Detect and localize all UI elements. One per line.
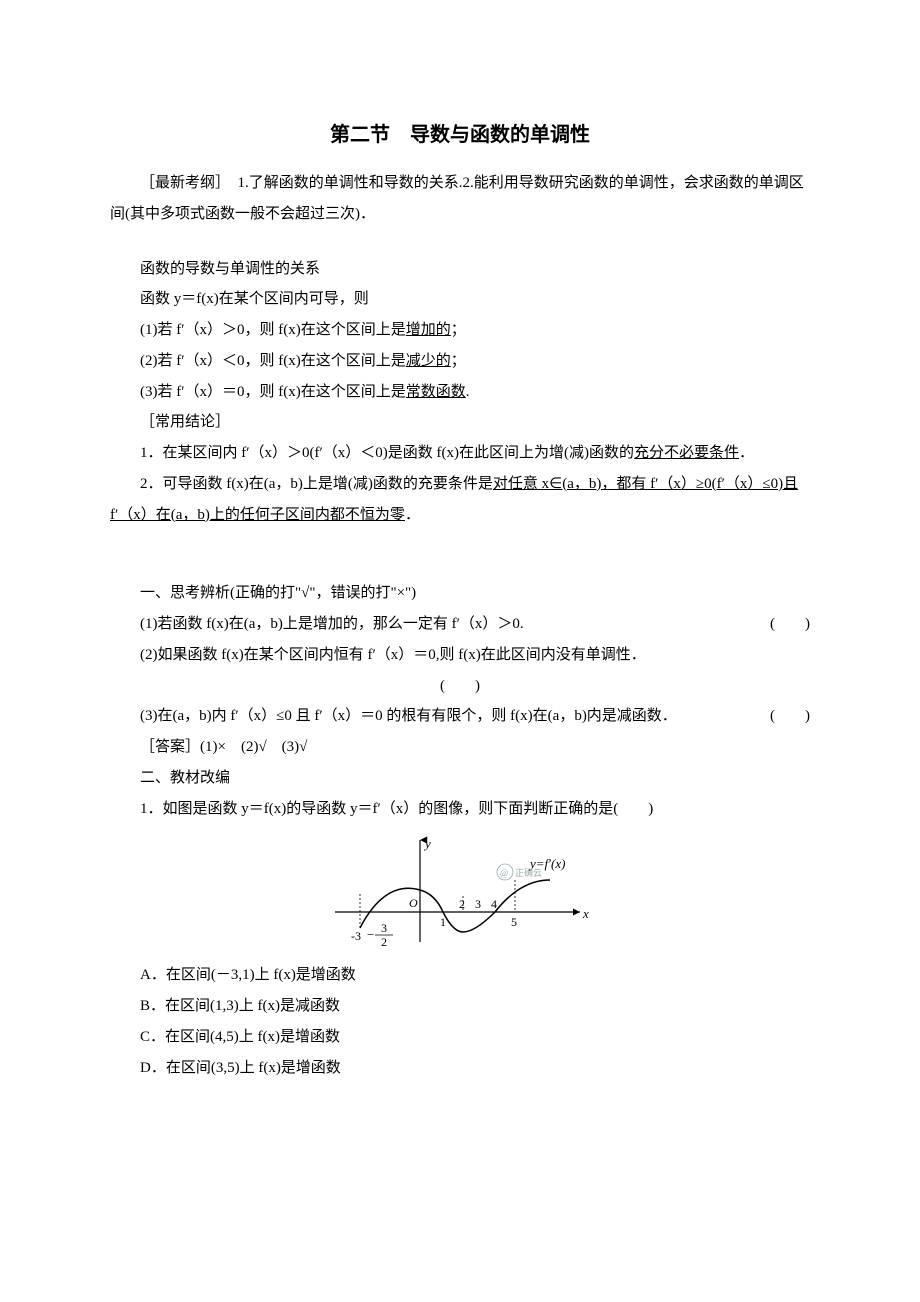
text: ． bbox=[739, 445, 754, 461]
tf-q3: (3)在(a，b)内 f′（x）≤0 且 f′（x）＝0 的根有有限个，则 f(… bbox=[110, 701, 810, 732]
underlined-text: 常数函数 bbox=[406, 384, 466, 400]
text: ； bbox=[451, 322, 466, 338]
conclusions-heading: ［常用结论］ bbox=[110, 407, 810, 438]
textbook-heading: 二、教材改编 bbox=[110, 763, 810, 794]
relation-premise: 函数 y＝f(x)在某个区间内可导，则 bbox=[110, 284, 810, 315]
svg-text:@: @ bbox=[500, 868, 508, 878]
tf-answers: ［答案］(1)× (2)√ (3)√ bbox=[110, 732, 810, 763]
relation-heading: 函数的导数与单调性的关系 bbox=[110, 254, 810, 285]
mc-q1: 1．如图是函数 y＝f(x)的导函数 y＝f′（x）的图像，则下面判断正确的是(… bbox=[110, 794, 810, 825]
tf-heading: 一、思考辨析(正确的打"√"，错误的打"×") bbox=[110, 578, 810, 609]
option-b: B．在区间(1,3)上 f(x)是减函数 bbox=[110, 991, 810, 1022]
text: (1)若 f′（x）＞0，则 f(x)在这个区间上是 bbox=[140, 322, 406, 338]
question-text: (3)在(a，b)内 f′（x）≤0 且 f′（x）＝0 的根有有限个，则 f(… bbox=[140, 708, 677, 724]
tf-q1: (1)若函数 f(x)在(a，b)上是增加的，那么一定有 f′（x）＞0. ( … bbox=[110, 609, 810, 640]
text: . bbox=[466, 384, 470, 400]
question-text: (1)若函数 f(x)在(a，b)上是增加的，那么一定有 f′（x）＞0. bbox=[140, 616, 524, 632]
option-d: D．在区间(3,5)上 f(x)是增函数 bbox=[110, 1053, 810, 1084]
text: ； bbox=[451, 353, 466, 369]
text: (2)若 f′（x）＜0，则 f(x)在这个区间上是 bbox=[140, 353, 406, 369]
answer-blank-centered: ( ) bbox=[110, 671, 810, 702]
relation-item-3: (3)若 f′（x）＝0，则 f(x)在这个区间上是常数函数. bbox=[110, 377, 810, 408]
option-c: C．在区间(4,5)上 f(x)是增函数 bbox=[110, 1022, 810, 1053]
text: 1．在某区间内 f′（x）＞0(f′（x）＜0)是函数 f(x)在此区间上为增(… bbox=[140, 445, 634, 461]
x-tick-neg3over2-num: 3 bbox=[381, 921, 387, 935]
x-tick-2: 2 bbox=[459, 897, 465, 911]
x-tick-4: 4 bbox=[491, 897, 497, 911]
conclusion-1: 1．在某区间内 f′（x）＞0(f′（x）＜0)是函数 f(x)在此区间上为增(… bbox=[110, 438, 810, 469]
x-tick-3: 3 bbox=[475, 897, 481, 911]
x-tick-neg3: -3 bbox=[351, 929, 361, 943]
x-label: x bbox=[582, 906, 589, 921]
spacer bbox=[110, 554, 810, 578]
x-tick-neg3over2-den: 2 bbox=[381, 935, 387, 949]
underlined-text: 充分不必要条件 bbox=[634, 445, 739, 461]
svg-text:正确云: 正确云 bbox=[515, 867, 542, 878]
underlined-text: 减少的 bbox=[406, 353, 451, 369]
spacer bbox=[110, 530, 810, 554]
curve bbox=[360, 880, 550, 932]
text: 2．可导函数 f(x)在(a，b)上是增(减)函数的充要条件是 bbox=[110, 469, 493, 500]
underlined-text: 增加的 bbox=[406, 322, 451, 338]
syllabus-intro: ［最新考纲］ 1.了解函数的单调性和导数的关系.2.能利用导数研究函数的单调性，… bbox=[110, 168, 810, 230]
spacer bbox=[110, 230, 810, 254]
answer-blank: ( ) bbox=[740, 701, 810, 732]
question-text: 1．如图是函数 y＝f(x)的导函数 y＝f′（x）的图像，则下面判断正确的是( bbox=[140, 801, 618, 817]
text: (3)若 f′（x）＝0，则 f(x)在这个区间上是 bbox=[140, 384, 406, 400]
text: ． bbox=[405, 507, 420, 523]
section-title: 第二节 导数与函数的单调性 bbox=[110, 115, 810, 156]
relation-item-1: (1)若 f′（x）＞0，则 f(x)在这个区间上是增加的； bbox=[110, 315, 810, 346]
blank: ) bbox=[618, 801, 653, 817]
origin-label: O bbox=[409, 896, 418, 910]
x-tick-5: 5 bbox=[511, 915, 517, 929]
option-a: A．在区间(－3,1)上 f(x)是增函数 bbox=[110, 960, 810, 991]
y-label: y bbox=[423, 836, 431, 851]
conclusion-2: 2．可导函数 f(x)在(a，b)上是增(减)函数的充要条件是对任意 x∈(a，… bbox=[110, 469, 810, 531]
answer-blank: ( ) bbox=[740, 609, 810, 640]
relation-item-2: (2)若 f′（x）＜0，则 f(x)在这个区间上是减少的； bbox=[110, 346, 810, 377]
tf-q2: (2)如果函数 f(x)在某个区间内恒有 f′（x）＝0,则 f(x)在此区间内… bbox=[110, 640, 810, 671]
x-tick-neg-sign: − bbox=[367, 927, 374, 942]
derivative-graph-figure: y x O -3 3 2 − 1 2 3 4 5 y=f′(x) @ 正确云 bbox=[325, 832, 595, 952]
